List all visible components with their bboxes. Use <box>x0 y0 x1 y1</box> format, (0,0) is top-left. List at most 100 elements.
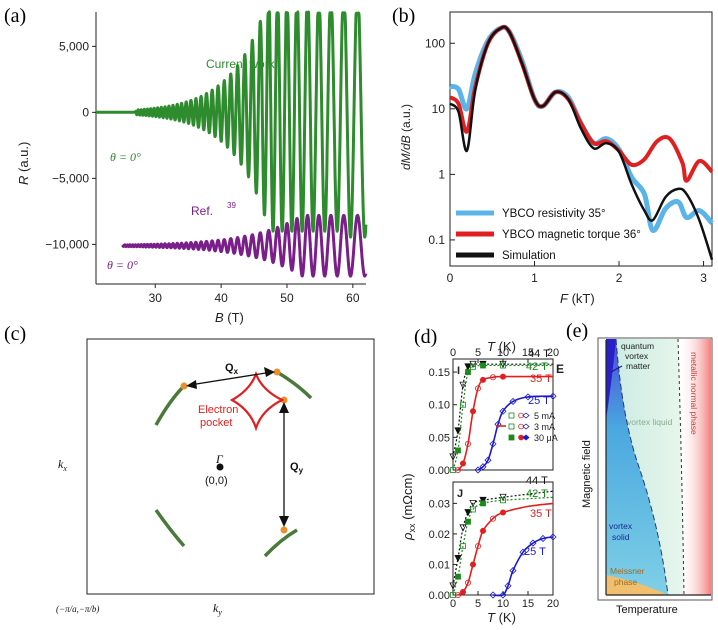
a-x-tick-label: 50 <box>280 291 294 305</box>
a-y-axis-label: R (a.u.) <box>16 142 31 185</box>
d-lower-mark <box>539 534 547 543</box>
d-lower-mark <box>459 524 467 532</box>
d-lower-mark <box>469 561 476 568</box>
d-upper-mark <box>489 440 497 448</box>
d-lower-curve-2 <box>457 502 554 596</box>
d-upper-mark <box>479 376 486 383</box>
d-legend-mark <box>508 434 515 441</box>
d-legend-label: 3 mA <box>534 422 555 432</box>
qx-arrow <box>189 371 273 386</box>
d-top-axis-unit: (K) <box>495 339 516 354</box>
d-legend-mark <box>522 412 530 419</box>
a-x-axis-unit: (T) <box>224 310 244 325</box>
d-legend-label: 30 μA <box>534 433 558 443</box>
svg-text:Qx: Qx <box>225 362 239 376</box>
d-top-tick-label: 10 <box>497 347 509 359</box>
pocket-label-line1: Electron <box>198 404 238 416</box>
b-legend-label: YBCO resistivity 35° <box>502 208 606 220</box>
d-upper-mark <box>480 362 486 369</box>
meissner-label-2: phase <box>614 577 637 587</box>
b-series-1 <box>448 24 714 183</box>
qx-label: Q <box>225 362 234 374</box>
ky-axis-label: k <box>213 601 219 615</box>
b-series-2 <box>449 25 714 260</box>
d-upper-curve-2 <box>457 375 554 471</box>
d-upper-mark <box>465 369 471 375</box>
a-annotation-ref-num: 39 <box>227 201 236 210</box>
d-lower-mark <box>474 543 481 550</box>
crossover-line <box>677 338 685 596</box>
d-lower-y-tick-label: 0.00 <box>429 590 450 602</box>
d-legend-mark <box>522 423 530 430</box>
origin-label: (0,0) <box>205 475 228 487</box>
d-lower-mark <box>454 554 462 563</box>
b-x-axis-var: F <box>560 291 569 306</box>
d-bottom-tick-label: 20 <box>547 598 559 610</box>
quantum-label-3: matter <box>626 361 650 371</box>
hole-arc-top-left <box>154 384 186 426</box>
d-bottom-tick-label: 0 <box>450 598 456 610</box>
d-lower-mark <box>479 496 487 505</box>
node-dot <box>280 526 288 534</box>
chart-a: 5,000 0 −5,000 −10,000 30 40 50 60 B (T) R (a.u.)… <box>16 10 368 325</box>
d-upper-mark <box>474 466 482 474</box>
d-lower-mark <box>460 543 466 550</box>
phase-diagram-e: quantum vortex matter vortex liquid meta… <box>581 337 713 616</box>
d-upper-mark <box>499 373 506 380</box>
d-top-tick-label: 0 <box>450 347 456 359</box>
panel-label-b: (b) <box>392 5 415 27</box>
d-lower-mark <box>470 506 476 513</box>
qy-label-sub: y <box>299 466 304 475</box>
svg-text:kx: kx <box>58 457 67 473</box>
b-x-tick-label: 0 <box>447 271 454 285</box>
a-series-current-work <box>96 10 368 239</box>
pocket-label-line2: pocket <box>200 417 232 429</box>
b-x-tick-label: 3 <box>700 271 707 285</box>
d-lower-mark <box>465 518 471 525</box>
d-y-axis-var: ρ <box>400 532 415 541</box>
panel-label-c: (c) <box>4 323 26 345</box>
d-lower-mark <box>464 509 472 517</box>
b-x-tick-label: 1 <box>531 271 538 285</box>
normal-phase-region <box>678 339 711 595</box>
d-upper-field-label: 44 T <box>528 348 550 360</box>
d-lower-curve-3 <box>492 536 554 597</box>
electron-pocket <box>229 370 285 432</box>
d-lower-mark <box>519 548 527 556</box>
b-y-tick-label: 10 <box>432 102 446 116</box>
quantum-label-1: quantum <box>621 341 654 351</box>
d-lower-mark <box>479 527 486 534</box>
d-top-axis-var: T <box>487 339 496 354</box>
d-lower-mark <box>549 533 557 541</box>
d-lower-mark <box>449 582 457 590</box>
d-legend-mark <box>522 434 530 441</box>
chart-b: 100 10 1 0.1 0 1 2 3 F (kT) dM/dB (a.u.) YBCO resi… <box>399 11 714 306</box>
a-annotation-current: Current work <box>206 57 276 71</box>
qx-arrowhead-right <box>264 367 275 377</box>
b-legend-label: YBCO magnetic torque 36° <box>502 229 641 241</box>
d-upper-mark <box>499 360 507 369</box>
d-upper-mark <box>455 447 461 454</box>
d-lower-y-tick-label: 0.01 <box>429 559 450 571</box>
b-y-axis-unit: (a.u.) <box>399 104 413 135</box>
d-bottom-axis-unit: (K) <box>495 610 516 625</box>
corner-label: (−π/a,−π/b) <box>56 604 99 614</box>
svg-text:Qy: Qy <box>290 461 304 475</box>
d-upper-mark <box>459 460 466 467</box>
d-lower-field-label: 44 T <box>526 475 548 487</box>
b-x-axis-unit: (kT) <box>568 291 595 306</box>
a-x-axis-label: B (T) <box>215 310 244 325</box>
d-upper-mark <box>474 385 481 392</box>
d-upper-panel-letter: I <box>457 365 460 377</box>
a-y-tick-label: 0 <box>82 105 89 119</box>
d-lower-mark <box>464 579 471 586</box>
qy-label: Q <box>290 461 299 473</box>
d-upper-mark <box>459 381 467 390</box>
b-legend-label: Simulation <box>502 250 556 262</box>
d-upper-mark <box>449 453 457 461</box>
d-top-tick-label: 15 <box>522 347 534 359</box>
d-legend-mark <box>508 412 515 419</box>
diagram-c: Qx Qy Electron pocket Γ (0,0) kx ky (−π/… <box>56 338 375 617</box>
d-upper-mark <box>479 463 487 471</box>
qx-arrowhead-left <box>186 380 197 389</box>
